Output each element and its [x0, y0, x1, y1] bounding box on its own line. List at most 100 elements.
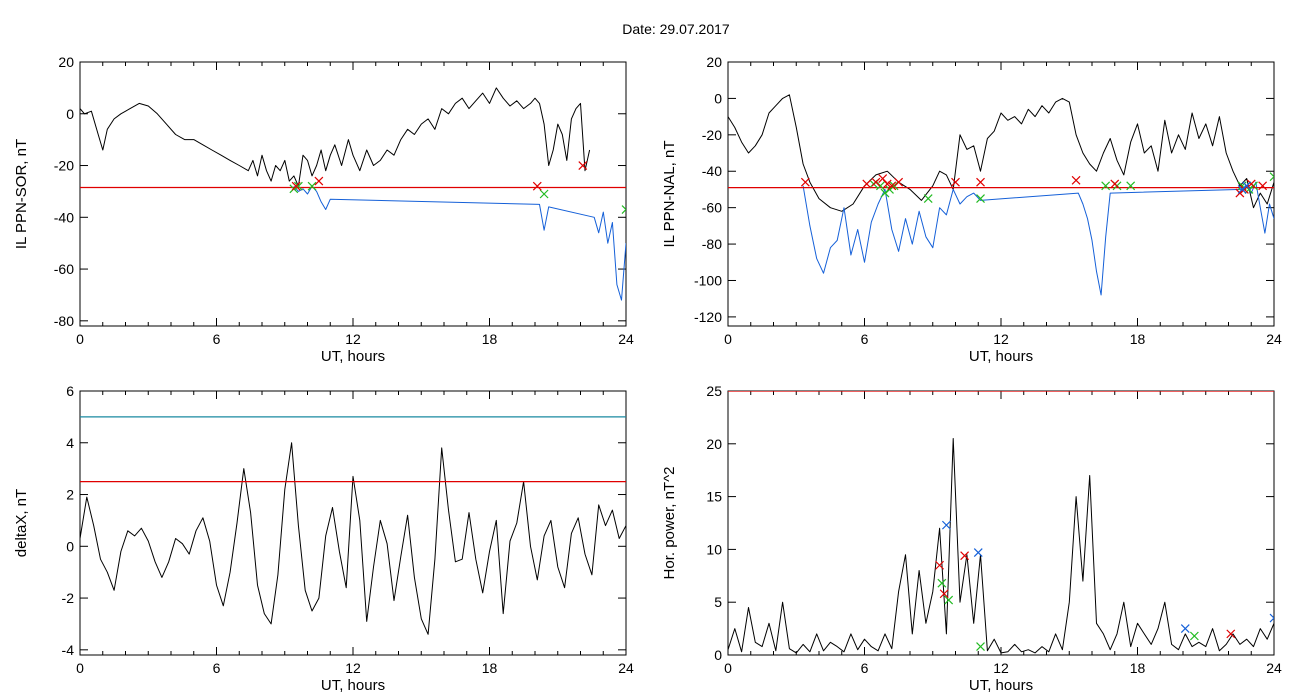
chart-panel-nal: 0 6 12 18 24 20 0 -20 -40 -60 -80 -100 -120 UT, hours…: [661, 54, 1282, 365]
x-tick-label: 18: [482, 660, 498, 676]
cross-marker-green: [976, 194, 985, 203]
y-axis-label: IL PPN-SOR, nT: [13, 139, 30, 249]
plot-frame: [79, 390, 627, 656]
x-tick-label: 12: [345, 331, 361, 347]
cross-marker-red: [878, 174, 888, 183]
plot-frame: [727, 61, 1275, 327]
plot-area: [728, 391, 1274, 654]
y-tick-label: -20: [54, 158, 74, 174]
x-tick-label: 6: [861, 660, 869, 676]
x-tick-label: 0: [724, 660, 732, 676]
y-tick-label: 0: [66, 538, 74, 554]
y-tick-label: 20: [706, 54, 722, 70]
x-tick-label: 6: [213, 331, 221, 347]
cross-marker-blue: [973, 548, 983, 557]
cross-marker-green: [1269, 172, 1274, 182]
y-tick-label: 2: [66, 487, 74, 503]
cross-marker-green: [944, 595, 954, 605]
y-tick-label: -100: [694, 272, 722, 288]
cross-marker-green: [976, 642, 985, 651]
cross-marker-red: [960, 551, 970, 561]
figure-title: Date: 29.07.2017: [622, 21, 730, 37]
y-tick-label: 10: [706, 541, 722, 557]
y-axis-label: IL PPN-NAL, nT: [661, 141, 678, 248]
series-line-blue: [293, 185, 626, 301]
cross-marker-red: [291, 181, 301, 191]
cross-marker-green: [880, 188, 890, 198]
cross-marker-green: [937, 578, 947, 588]
y-tick-label: -20: [702, 127, 722, 143]
cross-marker-red: [532, 181, 542, 191]
plot-area: [80, 416, 626, 635]
x-tick-label: 12: [993, 660, 1009, 676]
cross-marker-green: [1189, 631, 1199, 641]
y-tick-label: -80: [702, 236, 722, 252]
cross-marker-green: [889, 181, 899, 191]
cross-marker-red: [882, 179, 892, 189]
chart-panel-power: 0 6 12 18 24 25 20 15 10 5 0 UT, hours Hor. power, n…: [661, 383, 1282, 694]
x-tick-label: 6: [861, 331, 869, 347]
x-axis-label: UT, hours: [321, 348, 385, 365]
y-tick-label: -120: [694, 309, 722, 325]
x-tick-label: 24: [618, 660, 634, 676]
cross-marker-red: [894, 177, 904, 187]
cross-marker-red: [314, 176, 324, 186]
cross-marker-red: [939, 589, 949, 599]
y-tick-label: -60: [702, 200, 722, 216]
y-axis-label: deltaX, nT: [13, 489, 30, 557]
cross-marker-green: [539, 189, 549, 199]
x-axis-label: UT, hours: [969, 348, 1033, 365]
cross-marker-red: [976, 177, 985, 187]
y-tick-label: 25: [706, 383, 722, 399]
cross-marker-red: [935, 560, 944, 570]
y-tick-label: 5: [714, 594, 722, 610]
x-axis-label: UT, hours: [321, 677, 385, 694]
cross-marker-green: [1126, 181, 1136, 191]
plot-frame: [727, 390, 1275, 656]
cross-marker-green: [293, 181, 303, 191]
x-tick-label: 18: [1130, 660, 1146, 676]
cross-marker-red: [951, 177, 960, 187]
cross-marker-blue: [1237, 185, 1247, 194]
y-tick-label: 4: [66, 435, 74, 451]
plot-area: [728, 94, 1274, 296]
y-tick-label: 0: [714, 647, 722, 663]
cross-marker-red: [800, 177, 810, 187]
x-tick-label: 24: [618, 331, 634, 347]
y-tick-label: -60: [54, 261, 74, 277]
cross-marker-red: [1226, 629, 1236, 639]
cross-marker-red: [1071, 175, 1081, 185]
series-line-blue: [802, 181, 1274, 296]
x-tick-label: 6: [213, 660, 221, 676]
cross-marker-green: [307, 181, 317, 191]
y-tick-label: -80: [54, 313, 74, 329]
plot-area: [80, 87, 626, 301]
y-tick-label: 6: [66, 383, 74, 399]
cross-marker-green: [1101, 181, 1111, 191]
x-tick-label: 24: [1266, 331, 1282, 347]
cross-marker-green: [876, 181, 885, 191]
y-tick-label: 20: [58, 54, 74, 70]
y-tick-label: 0: [66, 106, 74, 122]
chart-panel-deltax: 0 6 12 18 24 6 4 2 0 -2 -4 UT, hours deltaX, nT: [13, 383, 634, 694]
x-tick-label: 0: [724, 331, 732, 347]
cross-marker-red: [1258, 181, 1268, 191]
chart-panel-sor: 0 6 12 18 24 20 0 -20 -40 -60 -80 UT, hours IL PPN-S…: [13, 54, 634, 365]
cross-marker-blue: [1269, 613, 1274, 623]
series-line-black: [728, 438, 1274, 654]
cross-marker-red: [871, 177, 881, 187]
cross-marker-blue: [1242, 181, 1252, 191]
y-tick-label: -40: [54, 209, 74, 225]
y-tick-label: 0: [714, 90, 722, 106]
cross-marker-red: [887, 181, 897, 191]
series-line-black: [80, 442, 626, 635]
y-tick-label: -40: [702, 163, 722, 179]
x-tick-label: 12: [345, 660, 361, 676]
cross-marker-red: [862, 179, 872, 189]
x-tick-label: 24: [1266, 660, 1282, 676]
cross-marker-green: [923, 194, 933, 203]
y-tick-label: -2: [62, 590, 75, 606]
series-line-black: [728, 94, 1274, 212]
